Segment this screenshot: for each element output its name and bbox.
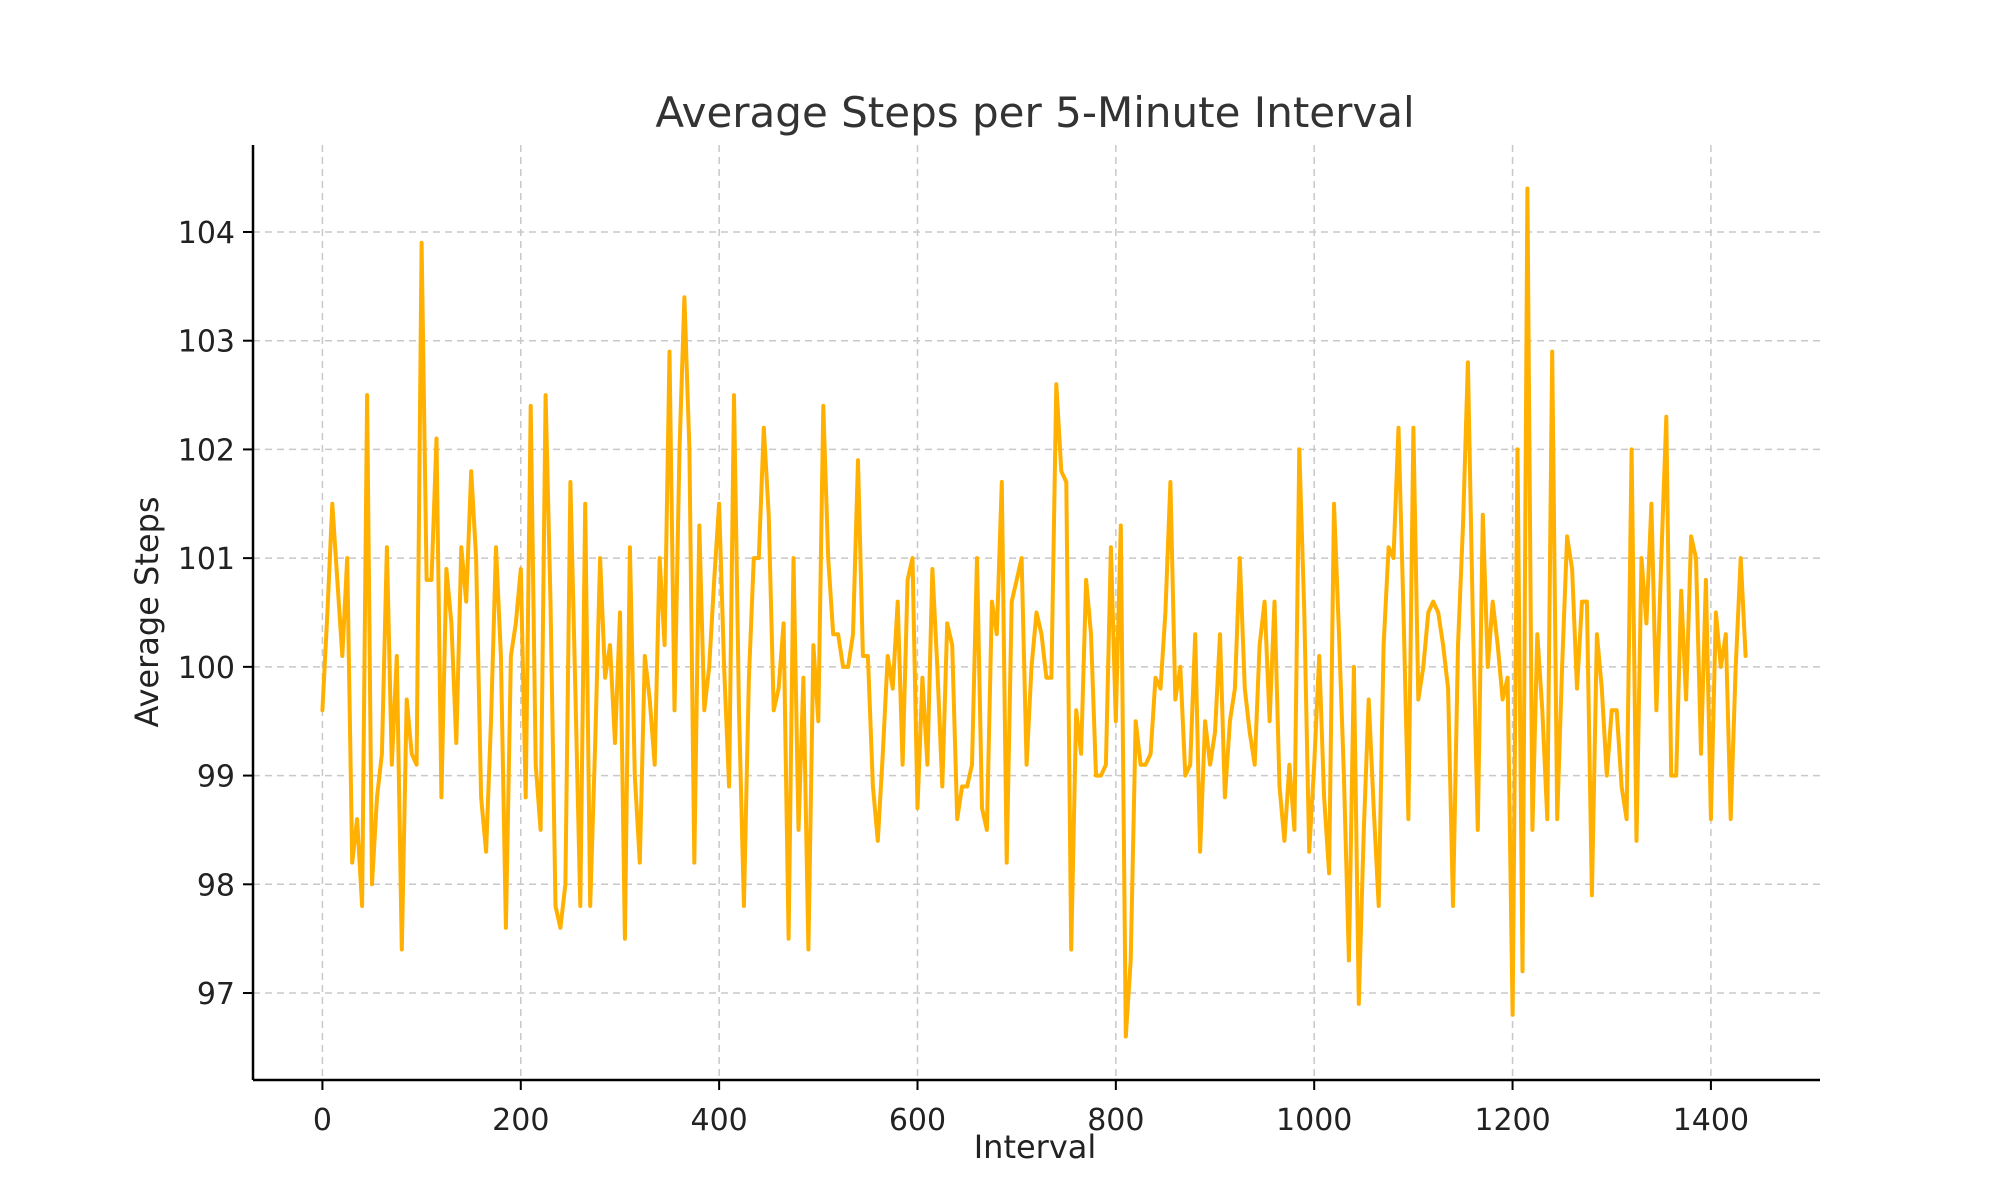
x-tick-label: 1200 xyxy=(1474,1103,1550,1138)
y-tick-label: 103 xyxy=(178,325,235,360)
x-tick-label: 800 xyxy=(1087,1103,1144,1138)
y-tick-label: 101 xyxy=(178,542,235,577)
y-tick-label: 99 xyxy=(197,760,235,795)
ticks: 0 200 400 600 800 1000 1200 1400 97 98 99 100 101 102… xyxy=(178,216,1749,1138)
x-tick-label: 600 xyxy=(889,1103,946,1138)
series-line xyxy=(320,186,1748,1039)
y-tick-label: 98 xyxy=(197,868,235,903)
chart-title: Average Steps per 5-Minute Interval xyxy=(655,88,1414,137)
axes xyxy=(251,145,1820,1082)
y-tick-label: 100 xyxy=(178,651,235,686)
series-group xyxy=(320,186,1748,1039)
x-tick-label: 1400 xyxy=(1673,1103,1749,1138)
x-tick-label: 200 xyxy=(492,1103,549,1138)
y-tick-label: 97 xyxy=(197,977,235,1012)
y-axis-label: Average Steps xyxy=(128,496,166,727)
y-tick-label: 102 xyxy=(178,433,235,468)
x-tick-label: 0 xyxy=(313,1103,332,1138)
x-tick-label: 400 xyxy=(691,1103,748,1138)
y-tick-label: 104 xyxy=(178,216,235,251)
x-tick-label: 1000 xyxy=(1276,1103,1352,1138)
grid xyxy=(253,145,1820,1080)
x-axis-label: Interval xyxy=(974,1128,1097,1166)
